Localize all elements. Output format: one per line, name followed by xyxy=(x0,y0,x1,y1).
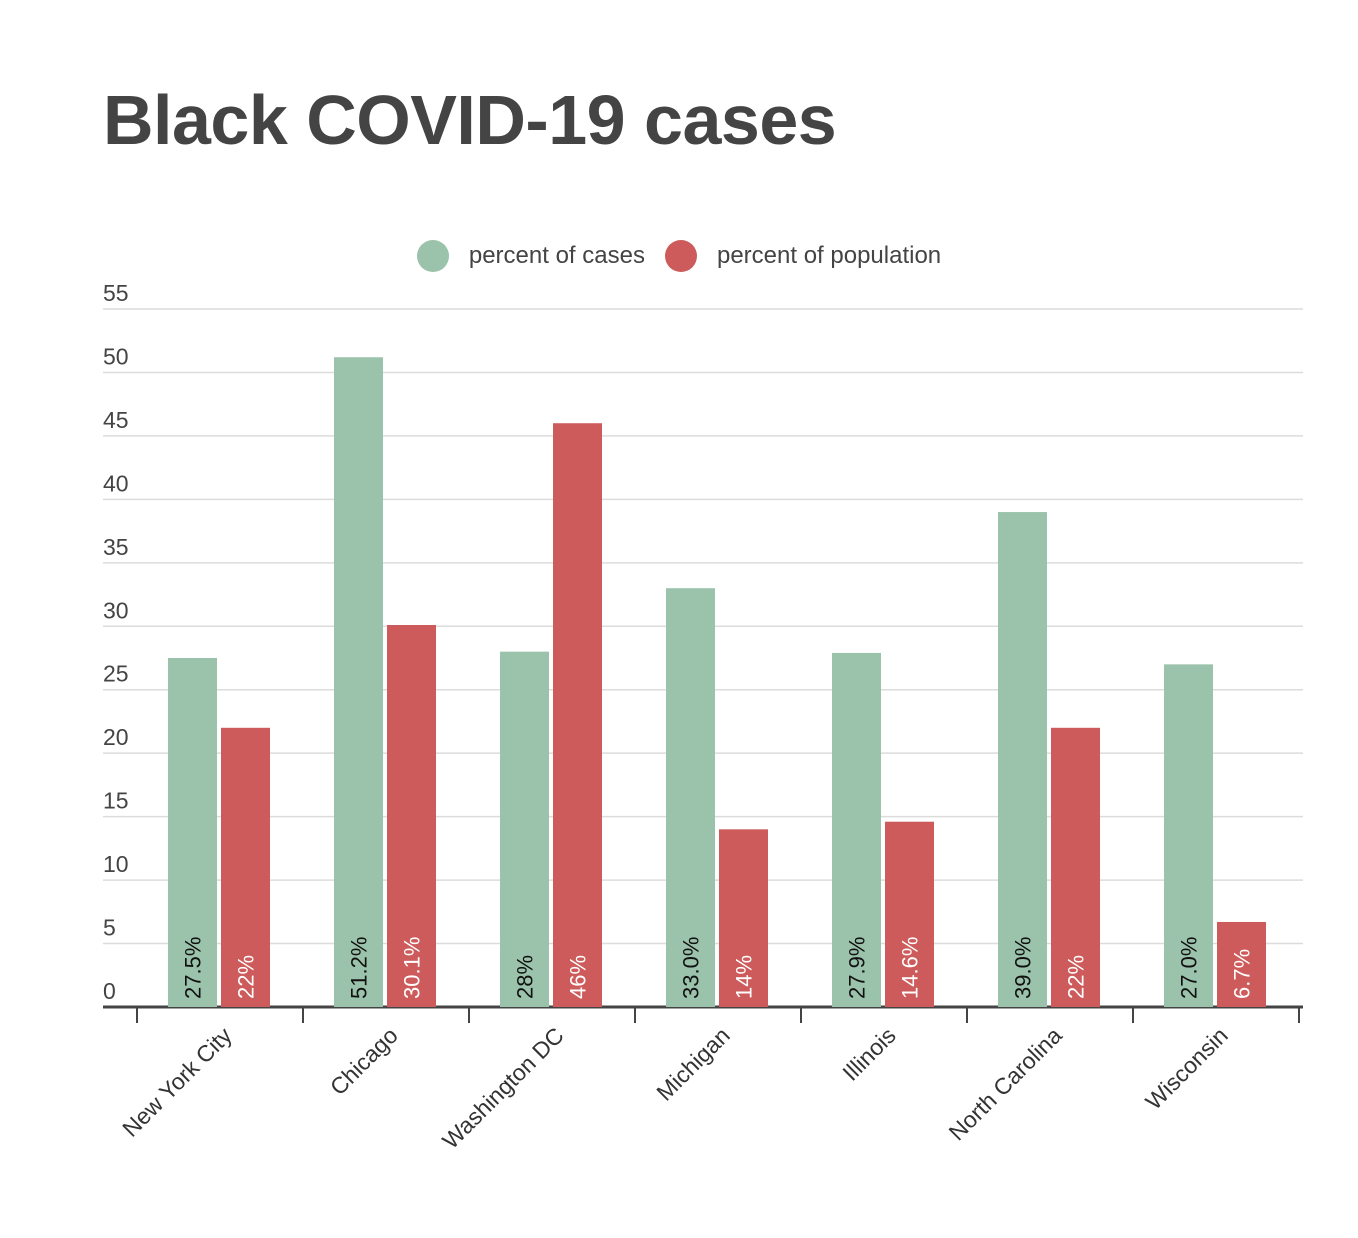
bar xyxy=(334,357,383,1007)
data-label: 39.0% xyxy=(1011,937,1036,999)
data-label: 33.0% xyxy=(679,937,704,999)
data-label: 28% xyxy=(513,955,538,999)
bar xyxy=(387,625,436,1007)
bar xyxy=(998,512,1047,1007)
bar xyxy=(666,588,715,1007)
bar xyxy=(1051,727,1100,1007)
category-label: North Carolina xyxy=(944,1022,1067,1145)
legend-swatch-cases xyxy=(416,240,449,272)
data-label: 6.7% xyxy=(1230,949,1255,999)
y-tick-label: 0 xyxy=(103,978,116,1004)
bar xyxy=(1164,664,1213,1007)
y-tick-label: 20 xyxy=(103,724,129,750)
bar xyxy=(221,727,270,1007)
bar xyxy=(553,423,602,1008)
y-tick-label: 40 xyxy=(103,470,129,496)
y-tick-label: 10 xyxy=(103,851,129,877)
data-label: 51.2% xyxy=(347,937,372,999)
bar xyxy=(832,652,881,1007)
bar xyxy=(500,651,549,1007)
chart-title: Black COVID-19 cases xyxy=(103,81,837,159)
legend: percent of cases percent of population xyxy=(0,240,1358,272)
category-label: New York City xyxy=(117,1022,237,1142)
data-label: 22% xyxy=(234,955,259,999)
data-label: 27.9% xyxy=(845,937,870,999)
legend-label-cases: percent of cases xyxy=(468,242,645,269)
bar xyxy=(719,829,768,1007)
category-label: Washington DC xyxy=(437,1022,569,1154)
legend-item-cases: percent of cases xyxy=(416,240,645,272)
y-tick-label: 25 xyxy=(103,661,129,687)
data-label: 27.5% xyxy=(181,937,206,999)
bar xyxy=(885,821,934,1007)
category-label: Chicago xyxy=(325,1022,403,1100)
bar xyxy=(168,658,217,1007)
y-tick-label: 5 xyxy=(103,915,116,941)
data-label: 27.0% xyxy=(1177,937,1202,999)
bar xyxy=(1217,921,1266,1007)
data-label: 46% xyxy=(566,955,591,999)
y-tick-label: 30 xyxy=(103,597,129,623)
legend-label-population: percent of population xyxy=(716,242,942,269)
y-tick-label: 35 xyxy=(103,534,129,560)
legend-swatch-population xyxy=(664,240,697,272)
data-label: 14% xyxy=(732,955,757,999)
y-tick-label: 55 xyxy=(103,280,129,306)
y-tick-label: 45 xyxy=(103,407,129,433)
data-label: 22% xyxy=(1064,955,1089,999)
legend-item-population: percent of population xyxy=(664,240,942,272)
category-label: Wisconsin xyxy=(1140,1022,1232,1114)
y-tick-label: 15 xyxy=(103,788,129,814)
y-tick-label: 50 xyxy=(103,343,129,369)
category-label: Michigan xyxy=(651,1022,734,1105)
data-label: 30.1% xyxy=(400,937,425,999)
category-label: Illinois xyxy=(837,1022,901,1086)
data-label: 14.6% xyxy=(898,937,923,999)
